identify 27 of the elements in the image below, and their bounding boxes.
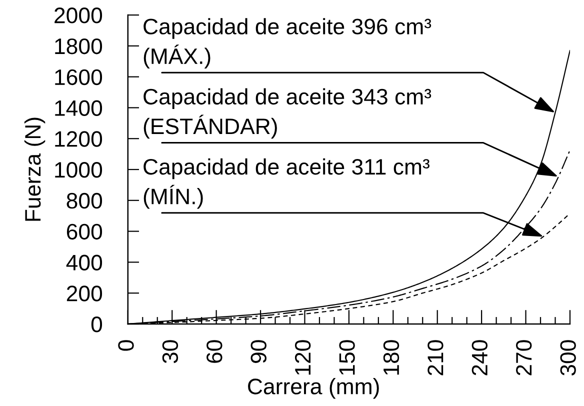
x-tick-label: 60 (206, 340, 222, 363)
y-tick-label: 600 (66, 224, 102, 240)
x-tick-label: 90 (250, 340, 266, 363)
y-axis-title: Fuerza (N) (24, 118, 46, 221)
y-tick-label: 200 (66, 286, 102, 302)
y-tick-label: 1200 (55, 131, 102, 147)
x-tick-label: 180 (383, 340, 400, 375)
annotation: Capacidad de aceite 343 cm³ (ESTÁNDAR) (144, 88, 432, 139)
x-tick-label: 210 (428, 340, 444, 376)
y-tick-label: 1800 (55, 38, 102, 54)
annotation: Capacidad de aceite 396 cm³ (MÁX.) (144, 18, 432, 68)
x-tick-label: 300 (560, 340, 576, 376)
x-tick-label: 270 (516, 340, 532, 376)
x-tick-label: 240 (472, 340, 488, 376)
x-tick-label: 120 (294, 340, 311, 375)
y-tick-label: 400 (66, 254, 102, 270)
x-axis-title: Carrera (mm) (248, 378, 379, 399)
annotation: Capacidad de aceite 311 cm³ (MÍN.) (144, 158, 430, 209)
y-tick-label: 2000 (54, 8, 102, 24)
y-tick-label: 1000 (55, 162, 102, 178)
y-tick-label: 1600 (55, 69, 102, 86)
y-tick-label: 1400 (55, 100, 102, 116)
x-tick-label: 150 (339, 340, 355, 375)
y-tick-label: 800 (66, 192, 102, 209)
y-tick-label: 0 (91, 316, 102, 332)
x-tick-label: 30 (162, 340, 178, 364)
x-tick-label: 0 (118, 340, 134, 351)
